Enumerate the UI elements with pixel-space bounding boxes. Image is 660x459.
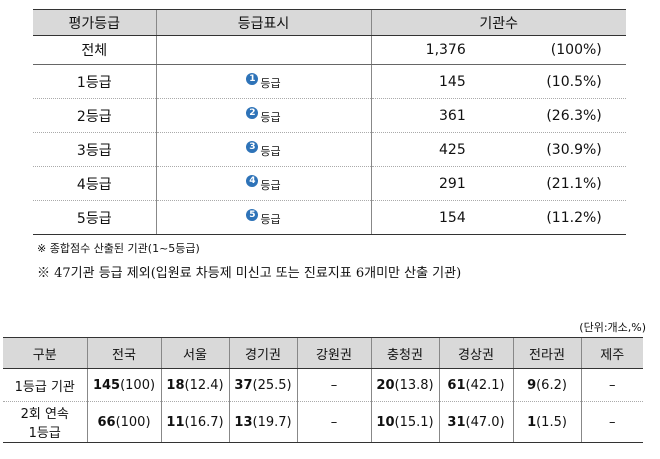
grade-circle-icon: 4 — [246, 174, 259, 187]
total-row: 전체 1,376 (100%) — [33, 35, 626, 65]
footnote-2: ※ 47기관 등급 제외(입원료 차등제 미신고 또는 진료지표 6개미만 산출… — [37, 266, 462, 281]
unit-label: (단위:개소,%) — [579, 321, 646, 334]
table-cell: 9(6.2) — [512, 368, 581, 402]
header-seoul: 서울 — [160, 337, 229, 369]
table-cell: 11(16.7) — [160, 401, 229, 443]
grade-label: 1등급 — [33, 64, 156, 99]
grade-count: 361 — [439, 107, 466, 124]
table-cell: 31(47.0) — [438, 401, 513, 443]
table-cell: 61(42.1) — [438, 368, 513, 402]
grade-mark: 4 등급 — [246, 174, 281, 193]
grade-label: 5등급 — [33, 200, 156, 235]
footnote-1: ※ 종합점수 산출된 기관(1~5등급) — [37, 242, 200, 255]
table-cell: – — [580, 368, 643, 402]
grade-label: 4등급 — [33, 166, 156, 201]
header-mark: 등급표시 — [155, 9, 371, 36]
grade-circle-icon: 3 — [246, 140, 259, 153]
table-row: 1등급 기관 145(100) 18(12.4) 37(25.5) – 20(1… — [3, 368, 643, 402]
table-cell: – — [296, 401, 371, 443]
total-mark-cell — [155, 35, 371, 65]
table-cell: – — [580, 401, 643, 443]
table-row: 2등급 2 등급 361 (26.3%) — [33, 98, 626, 133]
header-jeolla: 전라권 — [512, 337, 581, 369]
header-gyeonggi: 경기권 — [228, 337, 297, 369]
regional-table: 구분 전국 서울 경기권 강원권 충청권 경상권 전라권 제주 1등급 기관 1… — [3, 337, 643, 443]
header-grade: 평가등급 — [33, 9, 156, 36]
header-national: 전국 — [86, 337, 161, 369]
grade-pct: (30.9%) — [546, 141, 602, 158]
grade-mark: 1 등급 — [246, 72, 281, 91]
grade-circle-icon: 5 — [246, 208, 259, 221]
header-gangwon: 강원권 — [296, 337, 371, 369]
grade-mark: 3 등급 — [246, 140, 281, 159]
table-cell: 18(12.4) — [160, 368, 229, 402]
table-cell: 20(13.8) — [370, 368, 439, 402]
table-cell: 37(25.5) — [228, 368, 297, 402]
grade-circle-icon: 2 — [246, 106, 259, 119]
table-cell: 1(1.5) — [512, 401, 581, 443]
grade-count: 154 — [439, 209, 466, 226]
table-row: 3등급 3 등급 425 (30.9%) — [33, 132, 626, 167]
table-header-row: 구분 전국 서울 경기권 강원권 충청권 경상권 전라권 제주 — [3, 337, 643, 369]
table-row: 5등급 5 등급 154 (11.2%) — [33, 200, 626, 235]
total-count: 1,376 — [425, 42, 466, 58]
grade-pct: (10.5%) — [546, 73, 602, 90]
grade-mark: 2 등급 — [246, 106, 281, 125]
table-row: 2회 연속 1등급 66(100) 11(16.7) 13(19.7) – 10(… — [3, 401, 643, 443]
row-label: 1등급 기관 — [3, 368, 87, 402]
grade-mark: 5 등급 — [246, 208, 281, 227]
grade-pct: (11.2%) — [546, 209, 602, 226]
grade-label: 3등급 — [33, 132, 156, 167]
total-pct: (100%) — [550, 42, 602, 58]
header-gyeongsang: 경상권 — [438, 337, 513, 369]
total-label: 전체 — [33, 35, 156, 65]
grade-label: 2등급 — [33, 98, 156, 133]
table-row: 1등급 1 등급 145 (10.5%) — [33, 64, 626, 99]
table-cell: 10(15.1) — [370, 401, 439, 443]
header-category: 구분 — [3, 337, 87, 369]
header-jeju: 제주 — [580, 337, 643, 369]
table-cell: 13(19.7) — [228, 401, 297, 443]
grade-distribution-table: 평가등급 등급표시 기관수 전체 1,376 (100%) 1등급 1 등급 145… — [33, 9, 626, 235]
table-header-row: 평가등급 등급표시 기관수 — [33, 9, 626, 36]
grade-circle-icon: 1 — [246, 72, 259, 85]
grade-count: 291 — [439, 175, 466, 192]
header-chungcheong: 충청권 — [370, 337, 439, 369]
table-row: 4등급 4 등급 291 (21.1%) — [33, 166, 626, 201]
grade-pct: (26.3%) — [546, 107, 602, 124]
table-cell: – — [296, 368, 371, 402]
table-cell: 66(100) — [86, 401, 161, 443]
table-cell: 145(100) — [86, 368, 161, 402]
total-count-cell: 1,376 (100%) — [370, 35, 626, 65]
header-count: 기관수 — [370, 9, 626, 36]
grade-count: 145 — [439, 73, 466, 90]
grade-count: 425 — [439, 141, 466, 158]
row-label: 2회 연속 1등급 — [3, 401, 87, 443]
grade-pct: (21.1%) — [546, 175, 602, 192]
